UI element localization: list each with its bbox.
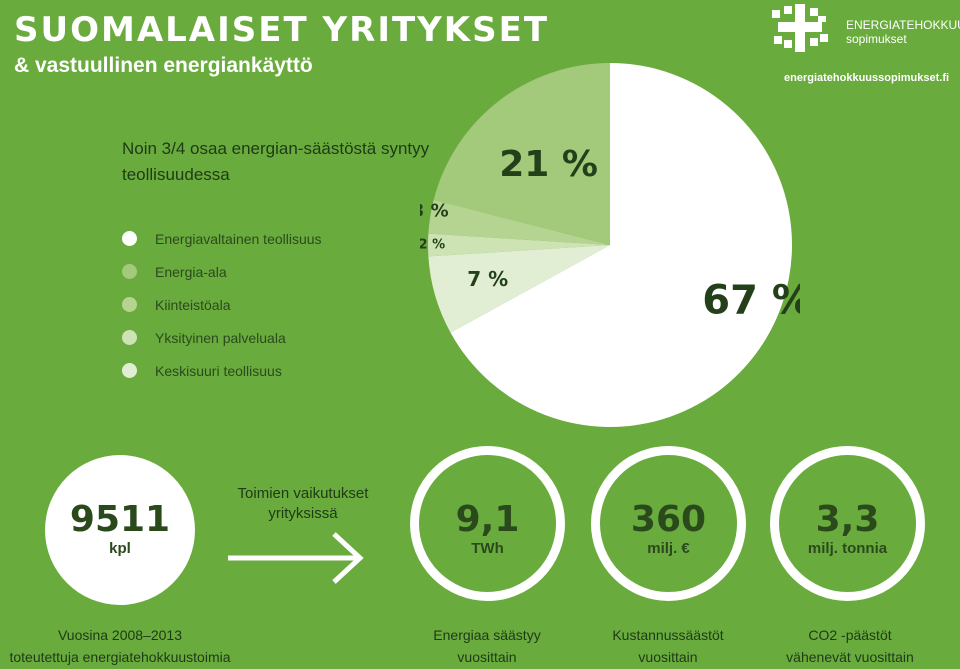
intro-text: Noin 3/4 osaa energian-säästöstä syntyy … (122, 139, 430, 184)
energy-circle: 9,1 TWh (410, 446, 565, 601)
pie-slice (428, 199, 610, 245)
measures-unit: kpl (109, 540, 131, 557)
costs-circle: 360 milj. € (591, 446, 746, 601)
legend-swatch (122, 231, 137, 246)
measures-value: 9511 (69, 499, 171, 540)
energy-unit: TWh (471, 540, 504, 557)
legend-label: Keskisuuri teollisuus (155, 362, 282, 379)
logo-icon (772, 4, 828, 52)
co2-caption-line1: CO2 -päästöt (808, 627, 892, 643)
legend-item: Keskisuuri teollisuus (122, 354, 322, 387)
page-title: SUOMALAISET YRITYKSET (14, 10, 550, 50)
legend-swatch (122, 264, 137, 279)
logo-line1: ENERGIATEHOKKUUS- (846, 18, 960, 32)
legend-label: Energiavaltainen teollisuus (155, 230, 322, 247)
costs-unit: milj. € (647, 540, 690, 557)
costs-value: 360 (630, 499, 707, 540)
legend-label: Kiinteistöala (155, 296, 231, 313)
legend-item: Kiinteistöala (122, 288, 322, 321)
pie-chart: 67 % 7 % 2 % 3 % 21 % (420, 63, 800, 428)
co2-caption: CO2 -päästöt vähenevät vuosittain (760, 624, 940, 668)
legend-swatch (122, 330, 137, 345)
costs-caption: Kustannussäästöt vuosittain (578, 624, 758, 668)
pie-slice-label: 67 % (702, 277, 800, 323)
legend-label: Yksityinen palveluala (155, 329, 286, 346)
measures-caption-line2: toteutettuja energiatehokkuustoimia (9, 649, 231, 665)
arrow-right-icon (228, 532, 364, 584)
chart-legend: Energiavaltainen teollisuus Energia-ala … (122, 222, 322, 387)
costs-caption-line2: vuosittain (638, 649, 698, 665)
legend-label: Energia-ala (155, 263, 227, 280)
website-link[interactable]: energiatehokkuussopimukset.fi (784, 72, 950, 84)
co2-unit: milj. tonnia (807, 540, 888, 557)
pie-slice (450, 63, 792, 428)
legend-swatch (122, 363, 137, 378)
legend-swatch (122, 297, 137, 312)
legend-item: Energia-ala (122, 255, 322, 288)
co2-value: 3,3 (815, 499, 880, 540)
pie-slice (433, 63, 610, 245)
energy-caption: Energiaa säästyy vuosittain (397, 624, 577, 668)
page-subtitle: & vastuullinen energiankäyttö (14, 54, 313, 77)
pie-slice-label: 7 % (467, 267, 508, 291)
pie-slice (428, 233, 610, 257)
co2-circle: 3,3 milj. tonnia (770, 446, 925, 601)
energy-value: 9,1 (455, 499, 520, 540)
logo-line2: sopimukset (846, 32, 907, 46)
legend-item: Yksityinen palveluala (122, 321, 322, 354)
energy-caption-line1: Energiaa säästyy (433, 627, 541, 643)
pie-slice (428, 245, 610, 333)
pie-slice-label: 2 % (420, 238, 445, 253)
pie-slice-label: 3 % (420, 200, 449, 221)
arrow-caption: Toimien vaikutukset yrityksissä (237, 485, 369, 522)
costs-caption-line1: Kustannussäästöt (612, 627, 724, 643)
measures-circle: 9511 kpl (45, 455, 195, 605)
pie-slice-label: 21 % (499, 144, 598, 185)
measures-caption: Vuosina 2008–2013 toteutettuja energiate… (0, 624, 240, 668)
co2-caption-line2: vähenevät vuosittain (786, 649, 914, 665)
logo-text: ENERGIATEHOKKUUS- sopimukset (846, 18, 960, 46)
energy-caption-line2: vuosittain (457, 649, 517, 665)
legend-item: Energiavaltainen teollisuus (122, 222, 322, 255)
measures-caption-line1: Vuosina 2008–2013 (57, 627, 183, 643)
